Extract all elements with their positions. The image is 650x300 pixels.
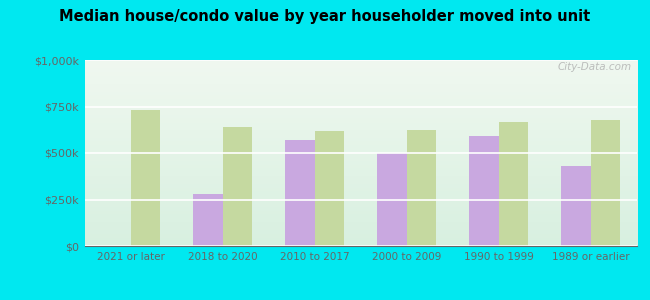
Bar xyxy=(499,122,528,246)
Bar xyxy=(222,127,252,246)
Bar xyxy=(131,110,160,246)
Text: Median house/condo value by year householder moved into unit: Median house/condo value by year househo… xyxy=(59,9,591,24)
Bar xyxy=(377,153,407,246)
Bar xyxy=(193,194,222,246)
Bar xyxy=(469,136,499,246)
Text: City-Data.com: City-Data.com xyxy=(557,62,632,72)
Bar xyxy=(315,131,344,246)
Bar xyxy=(407,130,436,246)
Bar xyxy=(591,119,620,246)
Bar xyxy=(285,140,315,246)
Bar xyxy=(562,166,591,246)
